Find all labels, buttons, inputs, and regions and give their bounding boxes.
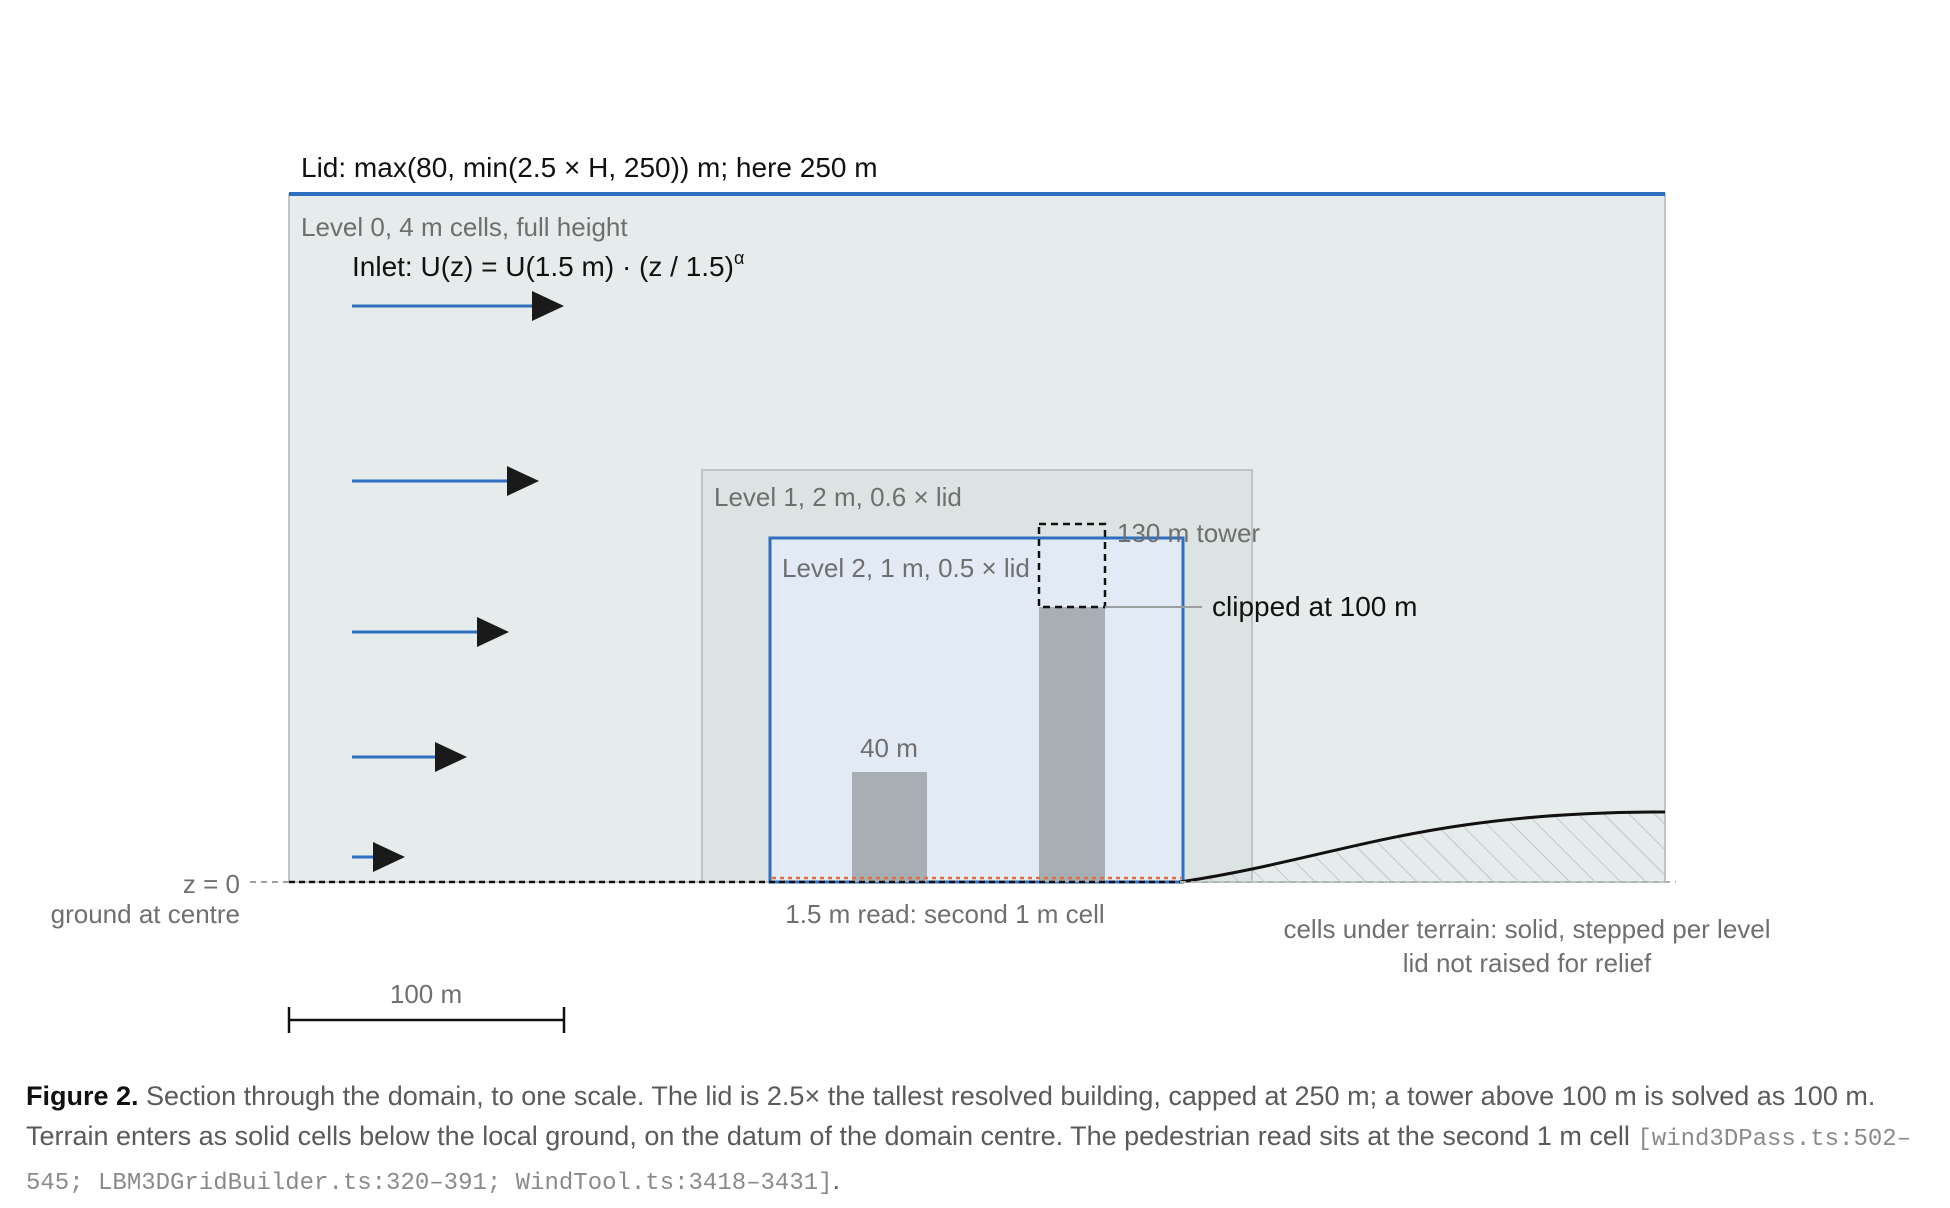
ground-label: ground at centre xyxy=(51,899,240,929)
terrain-note-line-1: cells under terrain: solid, stepped per … xyxy=(1283,914,1770,944)
tower-clipped xyxy=(1039,607,1105,882)
terrain-profile xyxy=(1179,810,1666,884)
tower-label: 130 m tower xyxy=(1117,518,1260,548)
caption-figure-label: Figure 2. xyxy=(26,1081,139,1111)
scale-bar xyxy=(287,1007,566,1033)
caption-end: . xyxy=(832,1165,841,1195)
scale-bar-label: 100 m xyxy=(390,979,462,1009)
level-0-label: Level 0, 4 m cells, full height xyxy=(301,212,628,242)
lid-label: Lid: max(80, min(2.5 × H, 250)) m; here … xyxy=(301,152,878,183)
building-40m-label: 40 m xyxy=(860,733,918,763)
building-40m xyxy=(852,772,927,882)
caption-text: Section through the domain, to one scale… xyxy=(26,1081,1876,1151)
terrain-note-line-2: lid not raised for relief xyxy=(1403,948,1652,978)
figure-caption: Figure 2. Section through the domain, to… xyxy=(26,1076,1926,1204)
level-1-label: Level 1, 2 m, 0.6 × lid xyxy=(714,482,962,512)
level-2-region xyxy=(768,536,1185,884)
level-2-label: Level 2, 1 m, 0.5 × lid xyxy=(782,553,1030,583)
z0-label: z = 0 xyxy=(183,869,240,899)
inlet-arrow xyxy=(352,291,564,321)
inlet-arrow xyxy=(352,466,539,496)
inlet-label: Inlet: U(z) = U(1.5 m) · (z / 1.5)α xyxy=(352,248,744,282)
inlet-arrow xyxy=(352,842,405,872)
inlet-arrow xyxy=(352,617,509,647)
pedestrian-read-label: 1.5 m read: second 1 m cell xyxy=(785,899,1104,929)
clip-label: clipped at 100 m xyxy=(1212,591,1417,622)
inlet-arrow xyxy=(352,742,467,772)
tower-removed-part xyxy=(1037,522,1107,609)
caption-source-refs: [wind3DPass.ts:502–545; LBM3DGridBuilder… xyxy=(26,1126,1912,1197)
